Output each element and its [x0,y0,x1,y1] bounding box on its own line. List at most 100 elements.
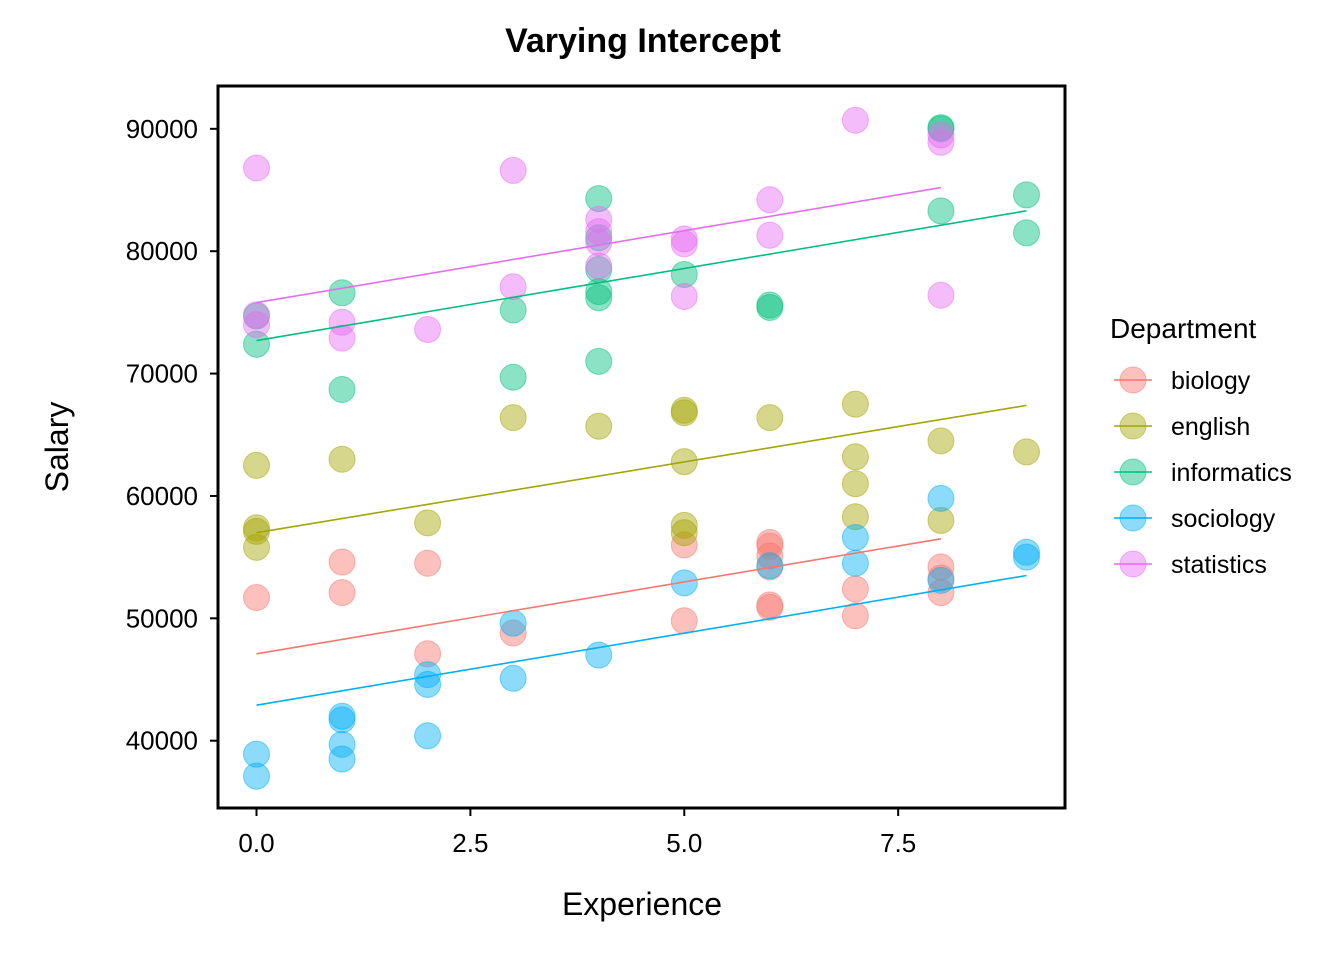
legend-label: english [1171,413,1250,441]
legend-item-statistics: statistics [1114,550,1267,579]
data-point-english [841,503,869,531]
fit-line-english [256,404,1027,534]
data-point-biology [414,640,442,668]
data-point-english [670,519,698,547]
x-tick-label: 7.5 [880,828,916,858]
data-point-statistics [585,205,613,233]
data-point-biology [499,619,527,647]
legend-item-english: english [1114,412,1250,441]
x-tick-label: 5.0 [666,828,702,858]
y-axis-title: Salary [39,402,75,493]
data-point-statistics [243,311,270,339]
data-point-sociology [1013,543,1040,571]
y-tick-label: 50000 [126,603,198,633]
data-point-sociology [841,549,869,577]
data-point-statistics [756,221,784,249]
data-point-english [670,399,698,427]
data-point-informatics [499,363,527,391]
data-point-sociology [328,745,356,773]
x-axis: 0.0 2.5 5.0 7.5 [238,808,916,858]
data-point-sociology [414,722,442,750]
data-point-statistics [927,128,955,156]
data-point-statistics [499,273,527,301]
fit-line-informatics [256,210,1027,342]
legend-item-sociology: sociology [1114,504,1276,533]
data-point-biology [756,532,784,560]
y-tick-label: 40000 [126,726,198,756]
data-point-statistics [414,316,442,344]
data-point-biology [756,593,784,621]
plot-area [216,84,1067,810]
data-point-informatics [585,185,613,213]
data-point-statistics [499,156,527,184]
data-point-english [243,514,270,542]
y-tick-label: 70000 [126,359,198,389]
data-point-english [756,404,784,432]
data-point-english [670,511,698,539]
data-point-english [927,506,955,534]
data-point-sociology [927,566,955,594]
data-point-statistics [585,252,613,280]
data-point-informatics [1013,181,1040,209]
data-point-statistics [756,186,784,214]
data-point-biology [841,575,869,603]
data-point-english [1013,438,1040,466]
data-point-informatics [585,347,613,375]
y-axis: 40000 50000 60000 70000 80000 90000 [126,114,218,756]
data-point-english [841,443,869,471]
data-point-sociology [328,730,356,758]
data-point-english [927,427,955,455]
data-point-sociology [670,569,698,597]
y-tick-label: 80000 [126,236,198,266]
data-point-statistics [927,121,955,149]
data-point-sociology [499,664,527,692]
data-point-biology [328,579,356,607]
data-point-biology [414,549,442,577]
data-point-informatics [585,284,613,312]
data-point-sociology [927,484,955,512]
data-point-informatics [499,296,527,324]
data-point-sociology [328,706,356,734]
data-point-sociology [841,524,869,552]
legend-title: Department [1110,313,1257,344]
data-point-informatics [756,293,784,321]
y-tick-label: 90000 [126,114,198,144]
data-point-biology [841,602,869,630]
data-point-english [243,533,270,561]
data-point-statistics [841,106,869,134]
legend-item-biology: biology [1114,366,1251,395]
data-point-informatics [328,279,356,307]
fit-line-statistics [256,186,942,304]
data-point-statistics [328,308,356,336]
data-point-biology [243,584,270,612]
data-point-english [841,390,869,418]
legend-label: sociology [1171,505,1276,533]
data-point-sociology [243,762,270,790]
data-point-biology [670,607,698,635]
plot-frame [216,84,1067,810]
legend-label: informatics [1171,459,1292,487]
x-tick-label: 0.0 [238,828,274,858]
y-tick-label: 60000 [126,481,198,511]
data-point-statistics [670,230,698,258]
x-tick-label: 2.5 [452,828,488,858]
data-point-biology [756,542,784,570]
data-point-informatics [1013,219,1040,247]
data-point-english [243,517,270,545]
data-point-english [243,451,270,479]
data-point-english [499,404,527,432]
data-point-informatics [927,197,955,225]
data-point-statistics [328,324,356,352]
legend-label: statistics [1171,551,1267,579]
data-point-statistics [243,154,270,182]
data-point-english [328,445,356,473]
data-point-sociology [243,740,270,768]
fit-line-sociology [256,574,1027,706]
data-point-english [841,470,869,498]
fit-line-biology [256,537,942,655]
data-point-biology [670,531,698,559]
data-point-biology [328,548,356,576]
data-point-statistics [670,282,698,310]
data-point-statistics [927,281,955,309]
